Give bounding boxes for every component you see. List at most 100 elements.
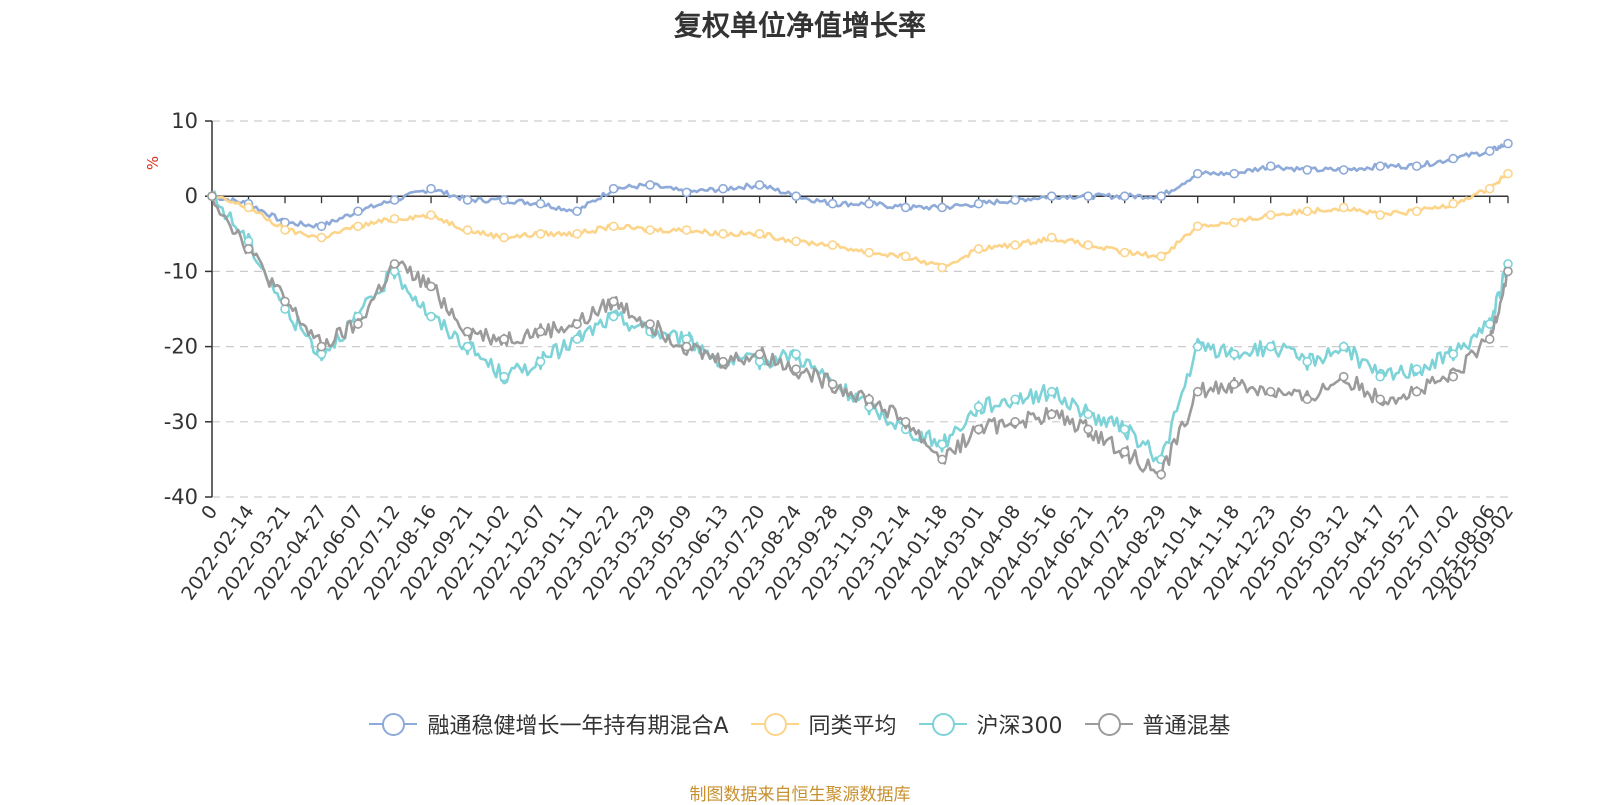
data-point [1503, 266, 1513, 277]
source-note: 制图数据来自恒生聚源数据库 [689, 785, 911, 805]
legend-item[interactable]: 普通混基 [1084, 708, 1231, 740]
data-point [1411, 161, 1422, 171]
data-point [462, 225, 473, 235]
data-point [1265, 161, 1276, 171]
data-point [535, 198, 546, 209]
data-point [426, 281, 436, 292]
data-point [864, 198, 874, 209]
data-point [1338, 341, 1349, 352]
series-line [211, 142, 1509, 229]
data-point [1010, 416, 1020, 427]
data-point [1046, 191, 1057, 201]
data-point [1375, 371, 1386, 382]
legend-item[interactable]: 沪深300 [918, 708, 1063, 740]
data-point [791, 364, 801, 374]
data-point [937, 262, 947, 273]
data-point [791, 191, 801, 201]
data-point [535, 356, 546, 367]
data-point [1119, 247, 1130, 258]
data-point [937, 454, 947, 465]
data-point [353, 319, 363, 329]
data-point [243, 202, 254, 213]
data-point [754, 229, 765, 239]
legend: 融通稳健增长一年持有期混合A 同类平均 沪深300 普通混基 [0, 708, 1600, 740]
data-point [462, 195, 473, 205]
data-point [681, 225, 692, 235]
data-point [1411, 206, 1422, 217]
data-point [1192, 168, 1203, 179]
data-point [1119, 424, 1130, 435]
data-point [1010, 240, 1020, 250]
data-point [1083, 240, 1093, 250]
data-point [608, 183, 619, 194]
data-point [1484, 183, 1495, 194]
data-point [1192, 221, 1203, 232]
data-point [718, 229, 728, 239]
data-point [1503, 168, 1513, 179]
data-point [608, 311, 619, 322]
data-point [1338, 202, 1349, 213]
data-point [937, 202, 947, 213]
legend-marker-icon [369, 711, 418, 737]
data-point [1229, 349, 1239, 359]
data-point [426, 311, 436, 322]
data-point [280, 296, 290, 307]
data-point [1083, 409, 1093, 420]
data-point [718, 183, 728, 194]
data-point [316, 221, 327, 232]
data-point [1265, 386, 1276, 397]
data-point [1156, 469, 1166, 480]
data-point [389, 195, 400, 205]
data-point [827, 379, 838, 390]
legend-label: 沪深300 [976, 714, 1063, 739]
data-point [864, 394, 874, 405]
data-point [1448, 153, 1459, 164]
data-point [572, 334, 582, 344]
data-point [243, 244, 254, 254]
data-point [1448, 198, 1459, 209]
data-point [1302, 356, 1313, 367]
x-tick-label: 0 [197, 501, 222, 524]
y-tick-label: 10 [171, 109, 198, 133]
data-point [754, 180, 765, 190]
data-point [791, 236, 801, 247]
data-point [499, 232, 509, 243]
data-point [1229, 168, 1239, 179]
data-point [499, 371, 509, 382]
data-point [1119, 191, 1130, 201]
data-point [1156, 251, 1166, 262]
legend-item[interactable]: 同类平均 [750, 708, 897, 740]
data-point [462, 326, 473, 337]
data-point [1484, 146, 1495, 156]
legend-label: 普通混基 [1142, 714, 1231, 739]
legend-item[interactable]: 融通稳健增长一年持有期混合A [369, 708, 729, 740]
data-point [1192, 386, 1203, 397]
data-point [754, 349, 765, 359]
data-point [280, 225, 290, 235]
data-point [1046, 386, 1057, 397]
y-tick-label: -40 [164, 485, 198, 509]
data-point [1375, 210, 1386, 220]
data-point [316, 232, 327, 243]
data-point [645, 180, 655, 190]
data-point [1503, 138, 1513, 149]
data-point [718, 356, 728, 367]
legend-marker-icon [750, 711, 799, 737]
data-point [572, 206, 582, 217]
data-point [1010, 195, 1020, 205]
data-point [1375, 394, 1386, 405]
data-point [973, 401, 984, 412]
data-point [1484, 334, 1495, 344]
data-point [1265, 341, 1276, 352]
series-lines [207, 138, 1513, 480]
data-point [353, 206, 363, 217]
data-point [937, 439, 947, 450]
data-point [462, 341, 473, 352]
data-point [681, 187, 692, 198]
data-point [827, 240, 838, 250]
data-point [1411, 386, 1422, 397]
data-point [316, 341, 327, 352]
series-line [210, 195, 1510, 480]
y-tick-label: -20 [164, 335, 198, 359]
data-point [1302, 165, 1313, 175]
